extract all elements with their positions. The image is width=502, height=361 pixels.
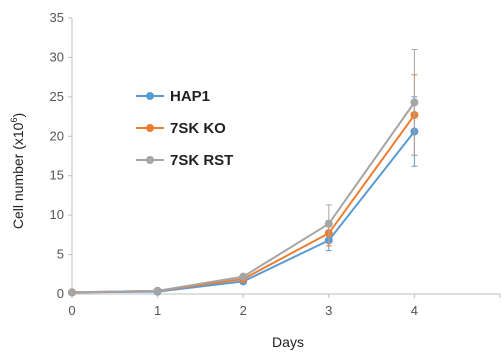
data-point <box>153 286 162 295</box>
y-tick-label: 0 <box>57 286 64 301</box>
y-tick-label: 30 <box>50 49 64 64</box>
legend-label: HAP1 <box>170 88 210 105</box>
y-axis-title-close: ) <box>10 113 26 118</box>
legend-item: 7SK KO <box>136 120 226 137</box>
y-tick-label: 35 <box>50 10 64 25</box>
series-7sk-ko <box>68 74 419 297</box>
legend-label: 7SK RST <box>170 152 233 169</box>
x-tick-label: 3 <box>325 303 332 318</box>
y-axis-title-main: Cell number (x10 <box>10 122 26 229</box>
series-7sk-rst <box>68 49 419 297</box>
legend-swatch-marker <box>146 92 154 100</box>
legend-item: HAP1 <box>136 88 210 105</box>
x-tick-label: 0 <box>68 303 75 318</box>
legend: HAP1 7SK KO 7SK RST <box>136 88 233 169</box>
legend-item: 7SK RST <box>136 152 233 169</box>
series-layer <box>68 49 419 297</box>
data-point <box>410 98 419 107</box>
x-tick-label: 4 <box>411 303 418 318</box>
data-point <box>324 219 333 228</box>
series-line <box>71 114 416 294</box>
legend-swatch-marker <box>146 124 154 132</box>
y-tick-label: 15 <box>50 168 64 183</box>
x-tick-label: 2 <box>240 303 247 318</box>
tick-labels-layer: 0 5 10 15 20 25 30 35 0 1 2 3 4 <box>50 10 418 318</box>
series-line <box>71 130 416 294</box>
legend-label: 7SK KO <box>170 120 226 137</box>
x-axis-title: Days <box>272 334 304 350</box>
x-tick-label: 1 <box>154 303 161 318</box>
y-axis-title: Cell number (x106) <box>9 113 26 229</box>
y-tick-label: 25 <box>50 89 64 104</box>
axes-layer <box>68 17 501 298</box>
y-tick-label: 10 <box>50 207 64 222</box>
data-point <box>239 272 248 281</box>
y-axis-title-superscript: 6 <box>9 118 19 123</box>
series-hap1 <box>68 96 419 297</box>
y-tick-label: 5 <box>57 247 64 262</box>
legend-swatch-marker <box>146 156 154 164</box>
y-tick-label: 20 <box>50 128 64 143</box>
data-point <box>68 288 76 297</box>
